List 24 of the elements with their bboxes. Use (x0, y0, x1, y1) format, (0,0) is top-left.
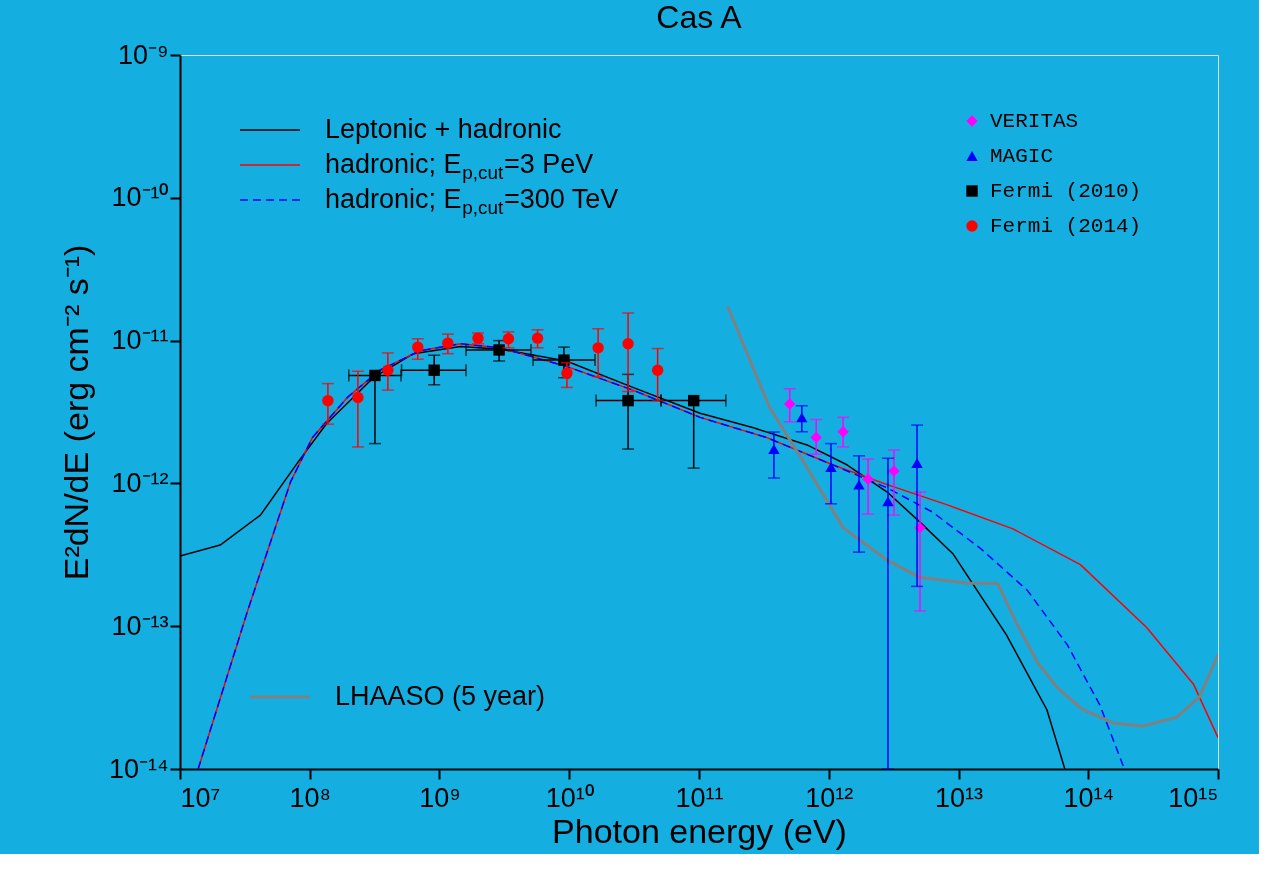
y-tick-label: 10⁻¹¹ (111, 325, 169, 356)
x-tick-label: 10¹³ (934, 782, 984, 813)
y-tick-label: 10⁻¹³ (111, 610, 169, 641)
x-tick-label: 10¹⁵ (1168, 782, 1219, 813)
x-tick-label: 10⁸ (289, 782, 331, 813)
x-tick-label: 10¹² (805, 782, 854, 813)
x-tick-label: 10⁷ (180, 782, 221, 813)
legend-label: Fermi (2010) (990, 180, 1142, 203)
y-tick-label: 10⁻¹² (111, 467, 169, 498)
y-tick-label: 10⁻¹⁰ (111, 182, 169, 213)
legend-label: LHAASO (5 year) (335, 681, 546, 711)
x-tick-label: 10¹⁰ (545, 782, 594, 813)
x-tick-label: 10⁹ (419, 782, 461, 813)
x-axis-title: Photon energy (eV) (552, 811, 847, 850)
y-axis-title: E²dN/dE (erg cm⁻² s⁻¹) (56, 244, 95, 581)
x-tick-label: 10¹⁴ (1063, 782, 1115, 813)
legend-label: Leptonic + hadronic (325, 114, 562, 144)
legend-label: MAGIC (990, 145, 1054, 168)
chart-title: Cas A (656, 0, 743, 35)
x-tick-label: 10¹¹ (675, 782, 724, 813)
y-tick-label: 10⁻¹⁴ (108, 753, 169, 784)
y-tick-label: 10⁻⁹ (117, 39, 169, 70)
legend-label: Fermi (2014) (990, 215, 1142, 238)
legend-label: VERITAS (990, 110, 1079, 133)
